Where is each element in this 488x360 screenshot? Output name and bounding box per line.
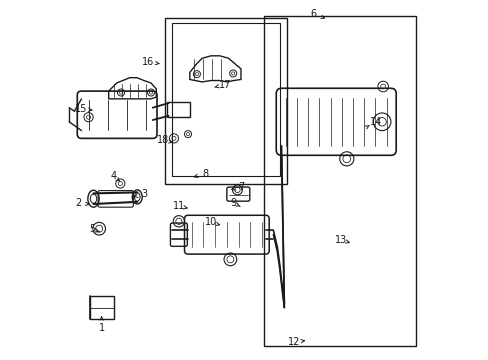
Bar [165, 18, 286, 184]
Text: 16: 16 [142, 57, 154, 67]
Bar [166, 102, 189, 117]
Text: 17: 17 [219, 80, 231, 90]
Text: 11: 11 [173, 202, 185, 211]
Text: 14: 14 [369, 117, 382, 127]
Text: 1: 1 [99, 323, 104, 333]
Text: 5: 5 [89, 224, 95, 234]
Text: 4: 4 [111, 171, 117, 181]
Bar [90, 296, 114, 319]
Text: 18: 18 [157, 135, 169, 145]
Text: 2: 2 [75, 198, 81, 208]
Bar [264, 16, 415, 346]
Text: 12: 12 [287, 337, 300, 347]
Bar [172, 23, 279, 176]
Text: 15: 15 [75, 104, 87, 114]
Text: 10: 10 [204, 217, 217, 227]
Text: 6: 6 [309, 9, 316, 19]
Text: 7: 7 [238, 182, 244, 192]
Text: 13: 13 [334, 235, 346, 245]
Text: 3: 3 [141, 189, 147, 199]
Text: 9: 9 [230, 198, 236, 208]
Text: 8: 8 [202, 168, 207, 179]
